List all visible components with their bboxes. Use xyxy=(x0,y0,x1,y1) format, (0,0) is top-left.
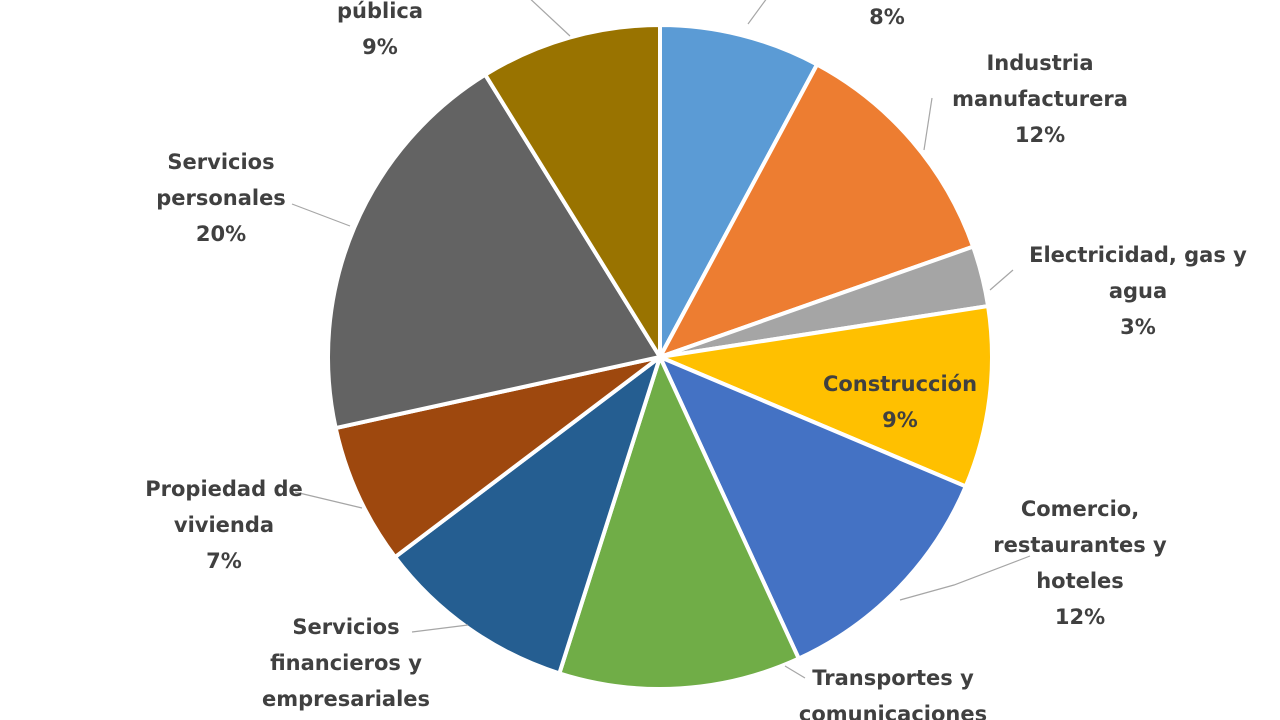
pie-slice xyxy=(333,355,662,560)
leader-line xyxy=(899,555,1031,601)
leader-line xyxy=(411,624,469,633)
leader-line xyxy=(747,0,767,25)
pie-slice xyxy=(658,304,994,489)
leader-line xyxy=(291,203,351,227)
leader-line xyxy=(530,0,571,37)
slice-label-line: hoteles xyxy=(1036,569,1124,593)
slice-label-line: Construcción xyxy=(823,372,977,396)
slice-label: Servicios financieros y empresariales xyxy=(262,615,430,711)
slice-label-line: 3% xyxy=(1120,315,1156,339)
slice-label: Electricidad, gas y agua 3% xyxy=(1029,243,1247,339)
slice-label-line: 7% xyxy=(206,549,242,573)
pie-slice xyxy=(658,62,976,359)
slice-label-line: Servicios xyxy=(292,615,399,639)
slice-label-line: agua xyxy=(1109,279,1167,303)
slice-label-line: 9% xyxy=(362,35,398,59)
slice-label: 8% xyxy=(869,5,905,29)
slice-label-line: 9% xyxy=(882,408,918,432)
pie-slice xyxy=(326,72,662,431)
leader-line xyxy=(923,97,933,151)
slice-label-line: Transportes y xyxy=(812,666,974,690)
leader-lines xyxy=(291,0,1031,679)
pie-slice xyxy=(483,23,662,359)
pie-slice xyxy=(658,23,820,359)
slice-labels: 8% Industria manufacturera 12% Electricidad,… xyxy=(145,0,1247,720)
slice-label: Industria manufacturera 12% xyxy=(952,51,1128,147)
pie-slices xyxy=(326,23,994,691)
pie-slice xyxy=(557,355,801,691)
pie-slice xyxy=(658,355,968,661)
slice-label-line: vivienda xyxy=(174,513,274,537)
slice-label-line: comunicaciones xyxy=(799,702,987,720)
slice-label: pública 9% xyxy=(337,0,423,59)
slice-label-line: manufacturera xyxy=(952,87,1128,111)
slice-label-line: Electricidad, gas y xyxy=(1029,243,1247,267)
slice-label-line: 8% xyxy=(869,5,905,29)
slice-label: Servicios personales 20% xyxy=(156,150,286,246)
slice-label-line: 20% xyxy=(196,222,246,246)
slice-label: Construcción 9% xyxy=(823,372,977,432)
leader-line xyxy=(989,269,1014,291)
slice-label-line: Propiedad de xyxy=(145,477,302,501)
slice-label-line: Servicios xyxy=(167,150,274,174)
slice-label-line: 12% xyxy=(1015,123,1065,147)
slice-label-line: empresariales xyxy=(262,687,430,711)
leader-line xyxy=(784,665,806,679)
slice-label-line: financieros y xyxy=(270,651,422,675)
leader-line xyxy=(294,491,363,509)
slice-label: Transportes y comunicaciones xyxy=(799,666,987,720)
slice-label-line: pública xyxy=(337,0,423,23)
slice-label-line: restaurantes y xyxy=(993,533,1167,557)
slice-label-line: personales xyxy=(156,186,286,210)
pie-slice xyxy=(393,355,662,676)
slice-label-line: 12% xyxy=(1055,605,1105,629)
slice-label-line: Industria xyxy=(986,51,1093,75)
slice-label: Comercio, restaurantes y hoteles 12% xyxy=(993,497,1167,629)
slice-label: Propiedad de vivienda 7% xyxy=(145,477,302,573)
slice-label-line: Comercio, xyxy=(1021,497,1139,521)
